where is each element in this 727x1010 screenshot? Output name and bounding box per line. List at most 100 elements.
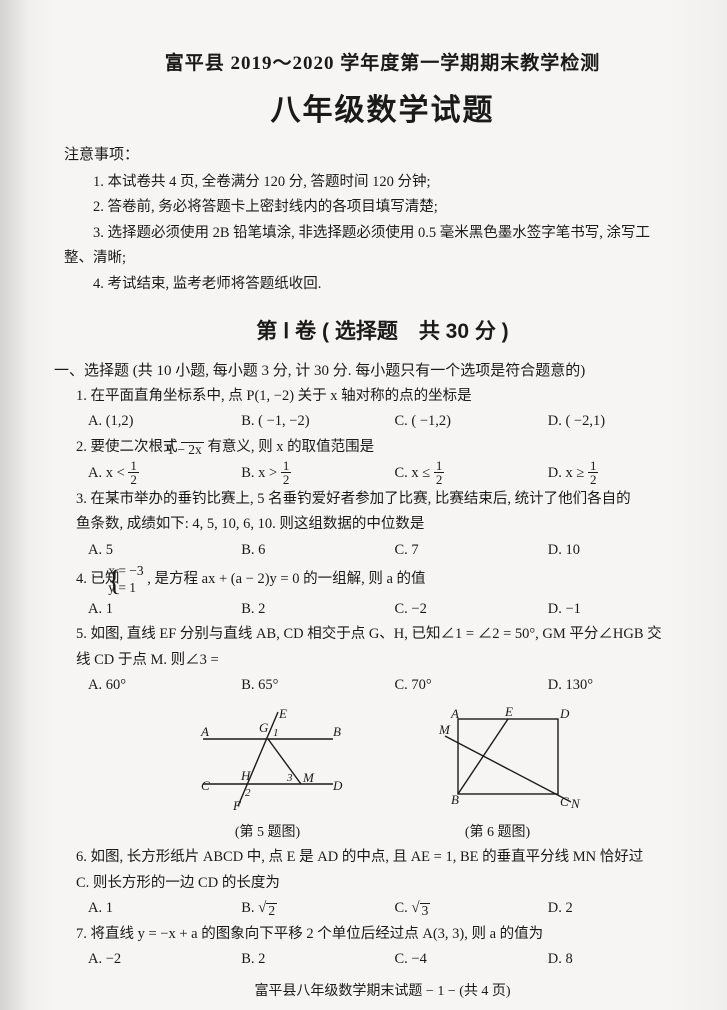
svg-text:D: D [332,778,343,793]
question-2: 2. 要使二次根式 √ 1 − 2x 有意义, 则 x 的取值范围是 A. x … [76,435,701,487]
q4-cases: { x = −3 y = 1 [123,563,144,597]
svg-text:N: N [570,796,581,811]
figure-6-caption: (第 6 题图) [413,821,583,841]
q7-opt-c: C. −4 [395,947,548,972]
q6-opt-a: A. 1 [88,896,241,921]
q7-opt-b: B. 2 [241,947,394,972]
q6-sqrt-b: √ 2 [258,901,277,919]
group-1-title: 一、选择题 (共 10 小题, 每小题 3 分, 计 30 分. 每小题只有一个… [54,359,701,380]
q2-radicand: 1 − 2x [181,442,204,458]
figure-6-svg: A E D B C M N [413,704,583,814]
q2-opt-a-pre: A. x < [88,465,125,481]
q4-opt-d: D. −1 [548,597,701,622]
q4-stem-b: , 是方程 ax + (a − 2)y = 0 的一组解, 则 a 的值 [147,571,425,587]
q1-opt-b: B. ( −1, −2) [241,409,394,434]
svg-text:B: B [333,724,341,739]
svg-text:G: G [259,720,269,735]
q5-options: A. 60° B. 65° C. 70° D. 130° [88,673,701,698]
q6-opt-c: C. √ 3 [395,896,548,921]
q6-sqrt-c: √ 3 [411,901,430,919]
question-1: 1. 在平面直角坐标系中, 点 P(1, −2) 关于 x 轴对称的点的坐标是 … [76,384,701,435]
q6-opt-c-pre: C. [395,900,408,916]
q4-opt-c: C. −2 [395,597,548,622]
q5-stem-b: 线 CD 于点 M. 则∠3 = [76,648,701,673]
q3-options: A. 5 B. 6 C. 7 D. 10 [88,538,701,563]
q4-stem: 4. 已知 { x = −3 y = 1 , 是方程 ax + (a − 2)y… [92,563,701,597]
q2-opt-c: C. x ≤ 12 [395,460,548,487]
q2-sqrt: √ 1 − 2x [181,440,204,458]
notice-1: 1. 本试卷共 4 页, 全卷满分 120 分, 答题时间 120 分钟; [64,170,701,195]
fraction-half: 12 [434,459,445,486]
svg-text:D: D [559,706,570,721]
fraction-half: 12 [281,459,292,486]
svg-text:C: C [560,794,569,809]
q2-opt-d: D. x ≥ 12 [548,460,701,487]
q2-stem-b: 有意义, 则 x 的取值范围是 [207,439,374,455]
radical-icon: √ [258,901,266,916]
notice-3b: 整、清晰; [35,246,701,271]
q7-options: A. −2 B. 2 C. −4 D. 8 [88,947,701,972]
q6-opt-d: D. 2 [548,896,701,921]
figure-6: A E D B C M N (第 6 题图) [413,704,583,841]
figure-5-svg: A B C D E F G H M 1 2 3 [183,704,353,814]
question-4: 4. 已知 { x = −3 y = 1 , 是方程 ax + (a − 2)y… [76,563,701,622]
svg-text:F: F [232,798,242,813]
q4-opt-b: B. 2 [241,597,394,622]
q5-opt-d: D. 130° [548,673,701,698]
notice-2: 2. 答卷前, 务必将答题卡上密封线内的各项目填写清楚; [64,195,701,220]
q3-opt-d: D. 10 [548,538,701,563]
q6-options: A. 1 B. √ 2 C. √ 3 D. 2 [88,896,701,921]
q3-stem-a: 3. 在某市举办的垂钓比赛上, 5 名垂钓爱好者参加了比赛, 比赛结束后, 统计… [92,487,701,512]
exam-header: 富平县 2019～2020 学年度第一学期期末教学检测 [64,48,701,75]
page-footer: 富平县八年级数学期末试题 − 1 − (共 4 页) [64,980,701,1000]
q6-opt-b: B. √ 2 [241,896,394,921]
q4-case1: x = −3 [124,563,144,580]
q2-opt-a: A. x < 12 [88,460,241,487]
svg-text:H: H [240,768,251,783]
q2-opt-d-pre: D. x ≥ [548,465,585,481]
question-3: 3. 在某市举办的垂钓比赛上, 5 名垂钓爱好者参加了比赛, 比赛结束后, 统计… [76,487,701,563]
radical-icon: √ [411,901,419,916]
q6-stem-a: 6. 如图, 长方形纸片 ABCD 中, 点 E 是 AD 的中点, 且 AE … [92,845,701,870]
q3-opt-a: A. 5 [88,538,241,563]
question-6: 6. 如图, 长方形纸片 ABCD 中, 点 E 是 AD 的中点, 且 AE … [76,845,701,921]
svg-text:C: C [201,778,210,793]
q3-stem-b: 鱼条数, 成绩如下: 4, 5, 10, 6, 10. 则这组数据的中位数是 [76,512,701,537]
q7-stem: 7. 将直线 y = −x + a 的图象向下平移 2 个单位后经过点 A(3,… [92,922,701,947]
q4-options: A. 1 B. 2 C. −2 D. −1 [88,597,701,622]
fraction-half: 12 [128,459,139,486]
svg-text:3: 3 [286,772,293,784]
svg-text:B: B [451,792,459,807]
q7-opt-d: D. 8 [548,947,701,972]
q5-stem-a: 5. 如图, 直线 EF 分别与直线 AB, CD 相交于点 G、H, 已知∠1… [92,622,701,647]
notice-3: 3. 选择题必须使用 2B 铅笔填涂, 非选择题必须使用 0.5 毫米黑色墨水签… [64,221,701,246]
figure-5: A B C D E F G H M 1 2 3 (第 5 题图) [183,704,353,841]
q3-opt-c: C. 7 [395,538,548,563]
svg-text:2: 2 [245,787,251,799]
question-5: 5. 如图, 直线 EF 分别与直线 AB, CD 相交于点 G、H, 已知∠1… [76,622,701,698]
q2-options: A. x < 12 B. x > 12 C. x ≤ 12 D. x ≥ 12 [88,460,701,487]
section-1-title: 第 Ⅰ 卷 ( 选择题 共 30 分 ) [64,315,701,345]
q2-opt-b: B. x > 12 [241,460,394,487]
q7-opt-a: A. −2 [88,947,241,972]
fraction-half: 12 [588,459,599,486]
svg-text:E: E [504,704,513,719]
svg-text:M: M [302,770,315,785]
q1-stem: 1. 在平面直角坐标系中, 点 P(1, −2) 关于 x 轴对称的点的坐标是 [92,384,701,409]
q5-opt-a: A. 60° [88,673,241,698]
figure-5-caption: (第 5 题图) [183,821,353,841]
q1-opt-a: A. (1,2) [88,409,241,434]
q4-opt-a: A. 1 [88,597,241,622]
q5-opt-c: C. 70° [395,673,548,698]
figure-row: A B C D E F G H M 1 2 3 (第 5 题图) [64,704,701,841]
svg-text:E: E [278,706,287,721]
q1-options: A. (1,2) B. ( −1, −2) C. ( −1,2) D. ( −2… [88,409,701,434]
svg-text:1: 1 [273,727,279,739]
svg-text:A: A [200,724,209,739]
q3-opt-b: B. 6 [241,538,394,563]
notice-label: 注意事项： [64,143,701,164]
q6-rad-b: 2 [266,903,277,919]
exam-page: 富平县 2019～2020 学年度第一学期期末教学检测 八年级数学试题 注意事项… [0,0,727,1010]
q6-stem-b: C. 则长方形的一边 CD 的长度为 [76,871,701,896]
q4-case2: y = 1 [124,580,144,597]
